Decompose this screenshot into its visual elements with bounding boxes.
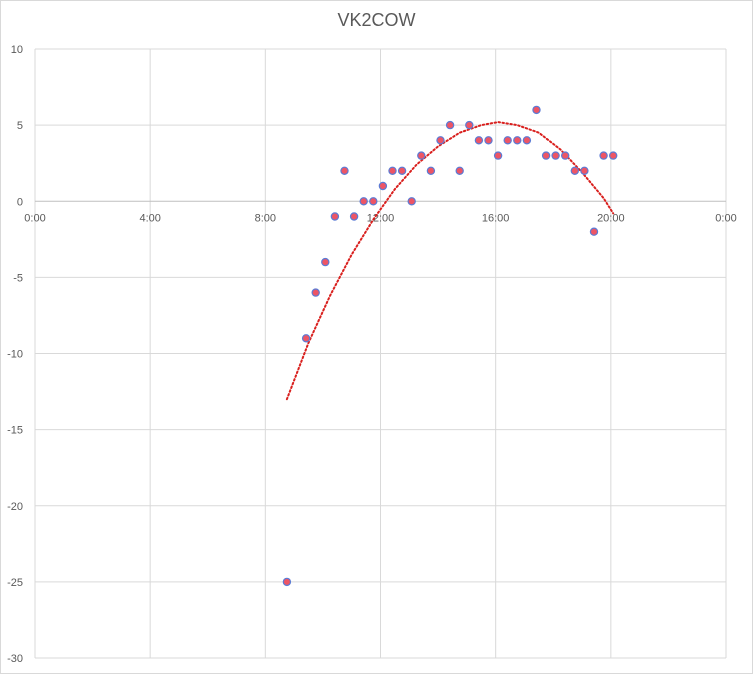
data-points [282, 105, 618, 587]
data-point [609, 151, 618, 160]
y-tick-label: -25 [7, 577, 23, 589]
data-point [378, 181, 388, 191]
x-tick-label: 0:00 [715, 212, 736, 224]
data-point [493, 151, 503, 160]
data-point [340, 166, 349, 175]
y-tick-labels: 10 5 0 -5 -10 -15 -20 -25 -30 [7, 44, 23, 665]
x-tick-label: 4:00 [139, 212, 160, 224]
x-tick-labels: 0:00 4:00 8:00 12:00 16:00 20:00 0:00 [24, 212, 736, 224]
data-point [465, 120, 474, 130]
data-point [532, 105, 541, 115]
data-point [561, 151, 570, 160]
gridlines [34, 48, 727, 659]
data-point [445, 120, 455, 130]
data-point [541, 151, 551, 160]
data-point [417, 151, 426, 160]
data-point [599, 151, 608, 160]
data-point [436, 136, 445, 145]
y-tick-label: -20 [7, 501, 23, 513]
x-tick-label: 8:00 [255, 212, 276, 224]
data-point [551, 151, 560, 160]
data-point [321, 257, 330, 267]
y-tick-label: 5 [17, 120, 23, 132]
data-point [349, 212, 359, 221]
x-tick-label: 12:00 [367, 212, 395, 224]
data-point [503, 136, 512, 145]
y-tick-label: -15 [7, 425, 23, 437]
data-point [484, 136, 493, 145]
data-point [397, 166, 407, 175]
data-point [282, 577, 292, 587]
data-point [426, 166, 436, 175]
x-tick-label: 0:00 [24, 212, 45, 224]
y-tick-label: 10 [11, 44, 23, 56]
x-tick-label: 16:00 [482, 212, 510, 224]
data-point [522, 136, 532, 145]
y-tick-label: -5 [13, 272, 23, 284]
x-tick-label: 20:00 [597, 212, 625, 224]
data-point [570, 166, 580, 175]
data-point [359, 197, 368, 206]
data-point [330, 212, 340, 221]
data-point [580, 166, 589, 175]
trendline [285, 121, 615, 401]
y-tick-label: -10 [7, 349, 23, 361]
data-point [589, 227, 599, 236]
data-point [311, 288, 320, 297]
data-point [407, 197, 416, 206]
data-point [474, 136, 484, 145]
data-point [301, 334, 311, 343]
data-point [513, 136, 522, 145]
chart-title: VK2COW [337, 10, 416, 30]
data-point [369, 197, 378, 206]
data-point [388, 166, 397, 175]
y-tick-label: 0 [17, 196, 23, 208]
trendline-curve [285, 121, 615, 401]
y-tick-label: -30 [7, 653, 23, 665]
data-point [455, 166, 464, 175]
